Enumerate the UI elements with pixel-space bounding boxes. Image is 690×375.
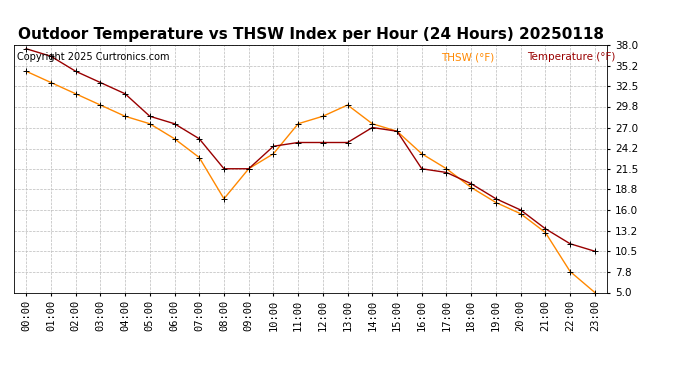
Title: Outdoor Temperature vs THSW Index per Hour (24 Hours) 20250118: Outdoor Temperature vs THSW Index per Ho… [17, 27, 604, 42]
Text: Temperature (°F): Temperature (°F) [527, 53, 615, 62]
Text: THSW (°F): THSW (°F) [441, 53, 494, 62]
Text: Copyright 2025 Curtronics.com: Copyright 2025 Curtronics.com [17, 53, 169, 62]
